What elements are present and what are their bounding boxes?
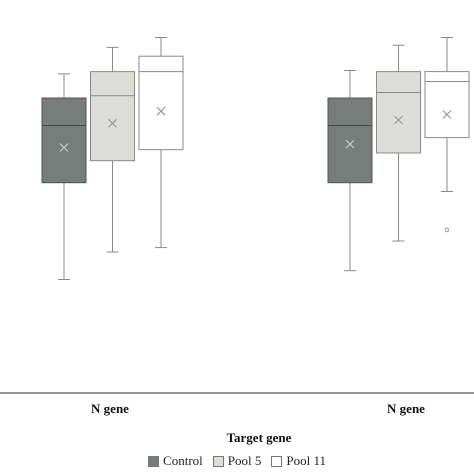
- x-axis-title: Target gene: [226, 430, 292, 445]
- legend-entry-pool-11: Pool 11: [271, 453, 326, 469]
- box-pool-5-1: [90, 71, 135, 162]
- mean-marker-b-pool-5-2: [394, 115, 403, 125]
- legend-entry-control: Control: [148, 453, 203, 469]
- mean-marker-b-pool-11-2: [442, 110, 452, 119]
- group-label-2: N gene: [387, 401, 425, 416]
- legend-label-pool-11: Pool 11: [286, 453, 326, 468]
- box-pool-5-2: [376, 71, 421, 154]
- box-pool-11-2: [424, 71, 470, 139]
- box-control-2: [327, 97, 373, 184]
- legend-entry-pool-5: Pool 5: [212, 453, 262, 469]
- box-control-1: [41, 97, 87, 184]
- mean-marker-b-control-1: [59, 143, 69, 152]
- legend-swatch-pool-11: [271, 455, 283, 467]
- legend-swatch-pool-5: [212, 455, 224, 467]
- group-label-1: N gene: [91, 401, 129, 416]
- legend-swatch-control: [148, 455, 160, 467]
- legend: Control Pool 5 Pool 11: [0, 453, 474, 469]
- mean-marker-b-pool-5-1: [108, 118, 117, 128]
- box-pool-11-1: [138, 55, 184, 151]
- legend-label-control: Control: [163, 453, 203, 468]
- outlier-pool-11-2-1: [444, 227, 450, 233]
- mean-marker-b-control-2: [345, 139, 355, 149]
- legend-label-pool-5: Pool 5: [227, 453, 262, 468]
- mean-marker-b-pool-11-1: [156, 106, 166, 116]
